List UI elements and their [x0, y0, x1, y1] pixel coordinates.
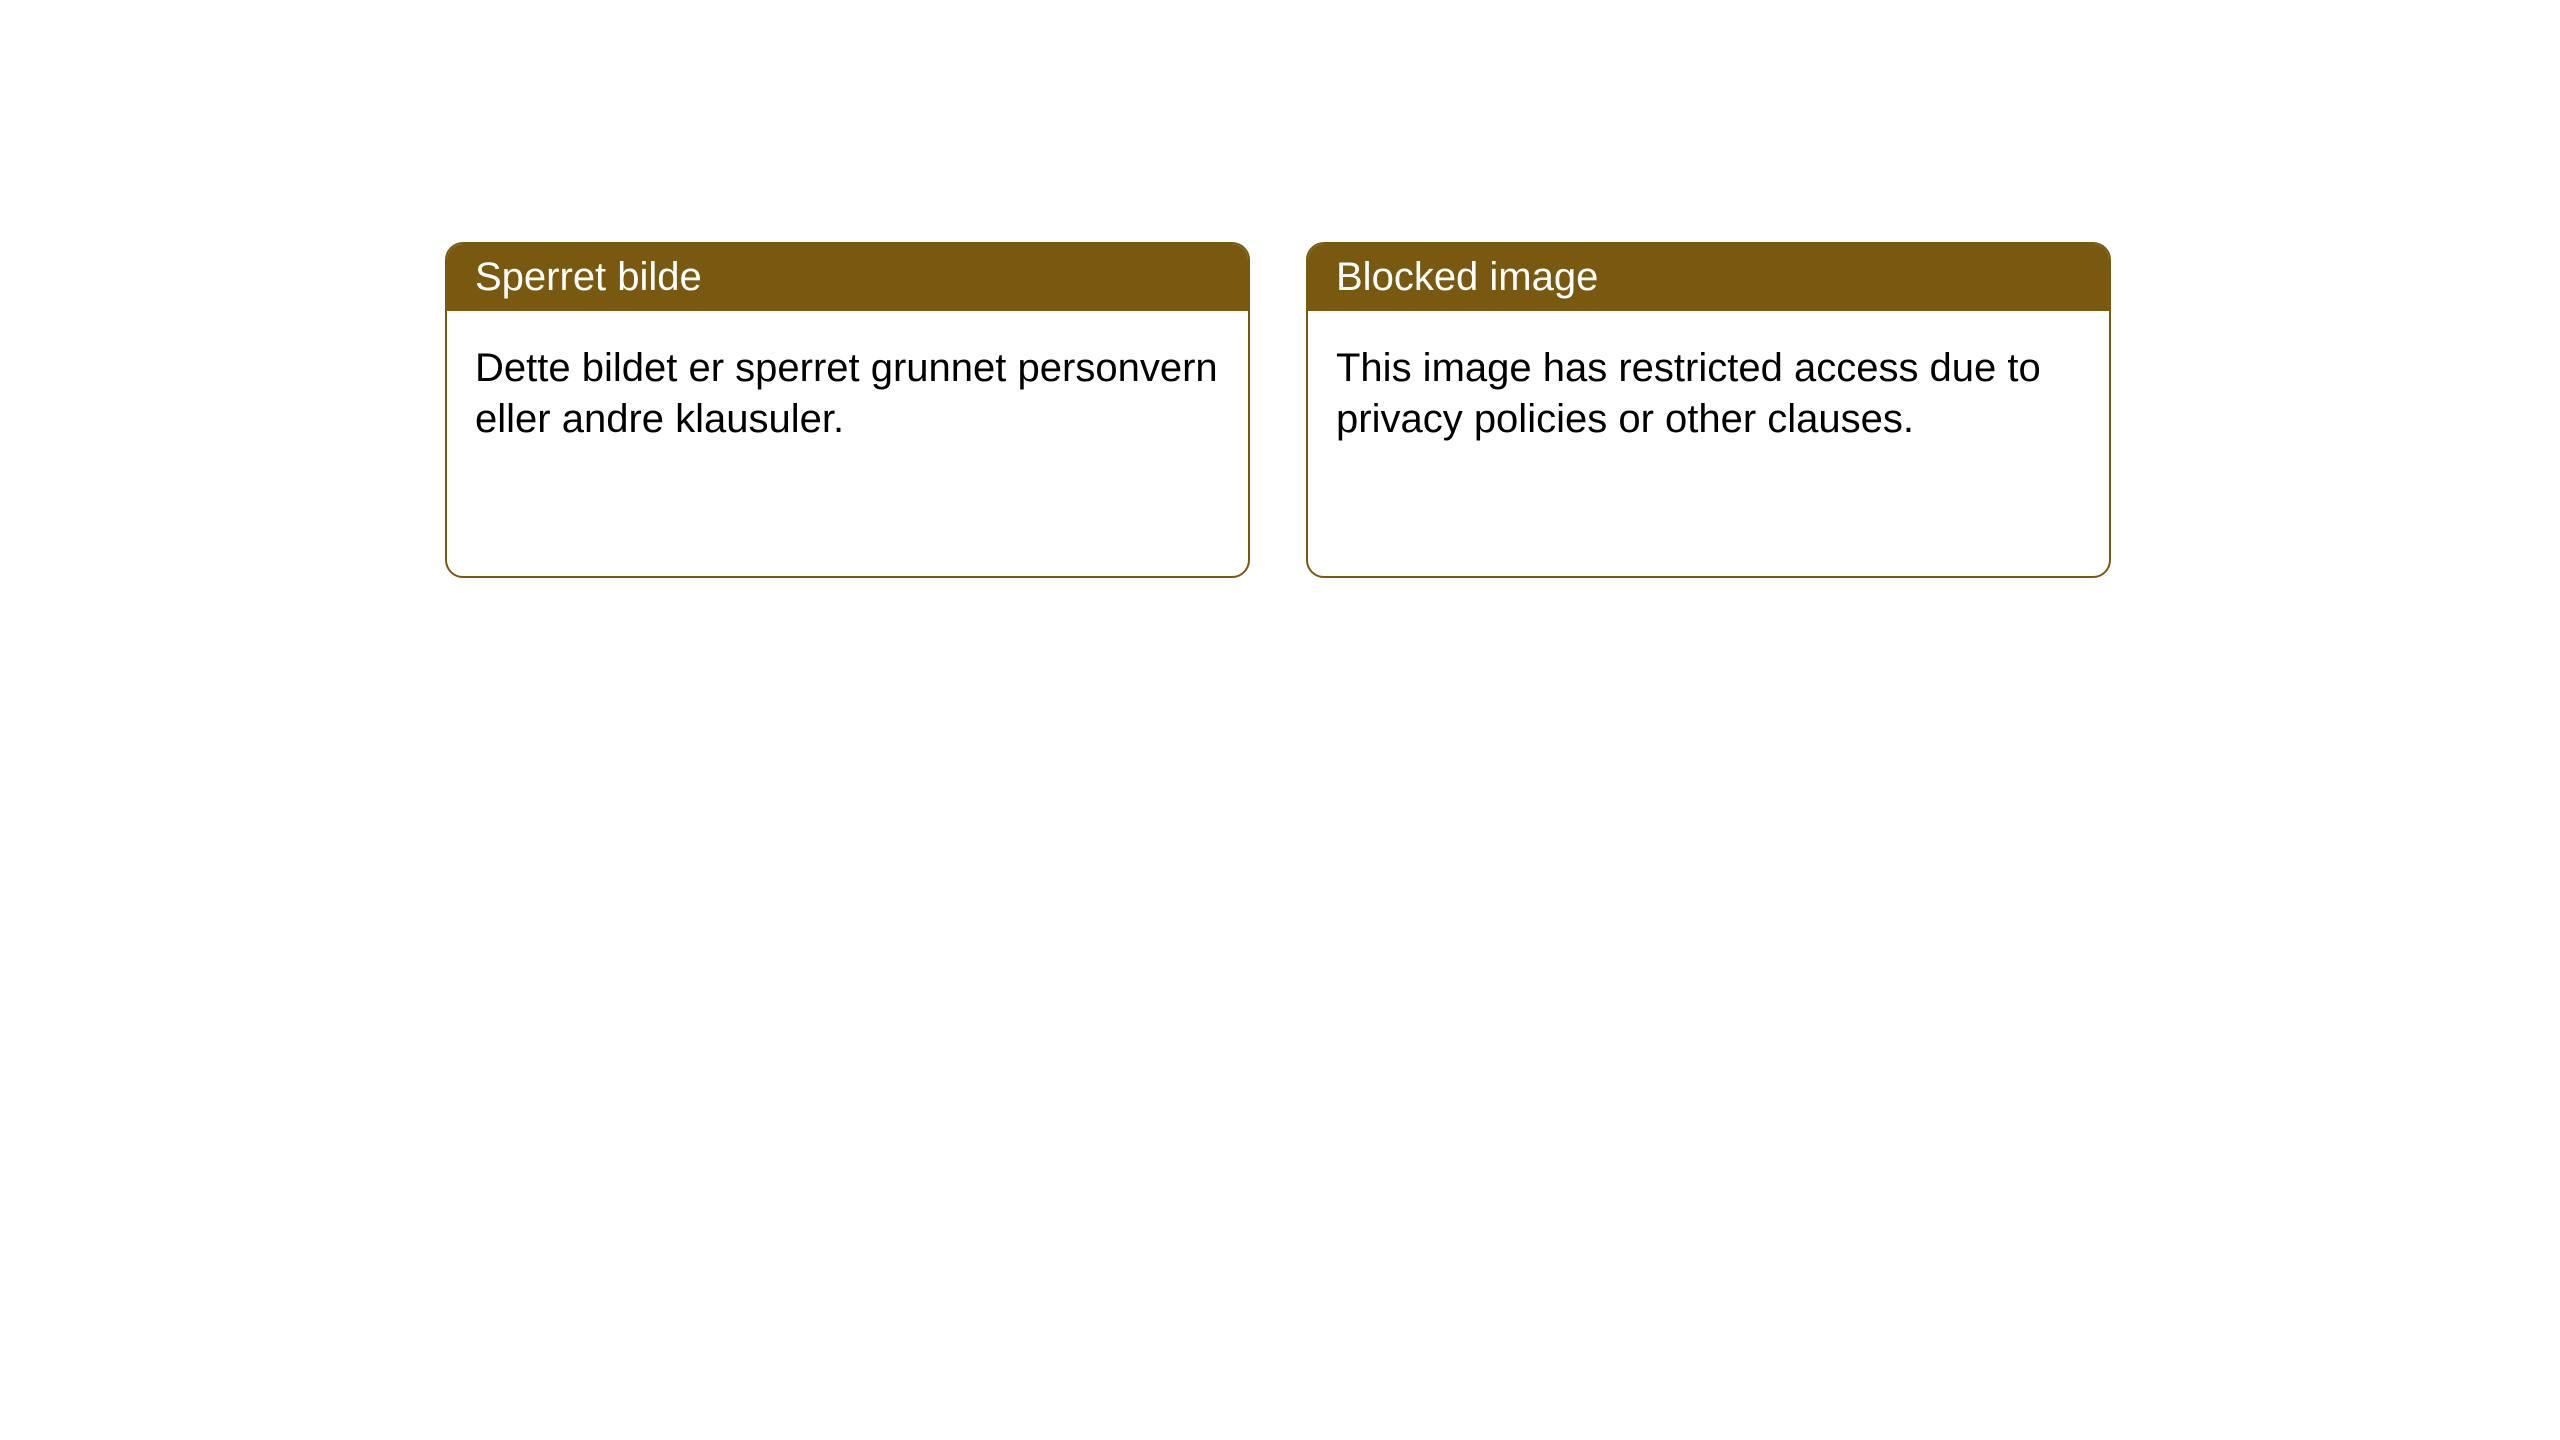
- cards-container: Sperret bilde Dette bildet er sperret gr…: [0, 0, 2560, 578]
- card-body-text: This image has restricted access due to …: [1336, 346, 2041, 441]
- card-title: Blocked image: [1336, 255, 1598, 299]
- card-title: Sperret bilde: [475, 255, 702, 299]
- blocked-image-card-en: Blocked image This image has restricted …: [1306, 242, 2111, 578]
- card-body: This image has restricted access due to …: [1308, 311, 2109, 477]
- card-body-text: Dette bildet er sperret grunnet personve…: [475, 346, 1218, 441]
- card-body: Dette bildet er sperret grunnet personve…: [447, 311, 1248, 477]
- card-header: Blocked image: [1308, 244, 2109, 311]
- card-header: Sperret bilde: [447, 244, 1248, 311]
- blocked-image-card-no: Sperret bilde Dette bildet er sperret gr…: [445, 242, 1250, 578]
